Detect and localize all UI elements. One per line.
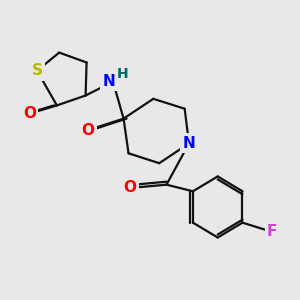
Text: O: O [124,181,137,196]
Text: N: N [183,136,195,151]
Text: S: S [32,63,43,78]
Text: F: F [267,224,278,239]
Text: O: O [81,123,94,138]
Text: N: N [102,74,115,89]
Text: H: H [117,67,128,81]
Text: O: O [23,106,36,121]
